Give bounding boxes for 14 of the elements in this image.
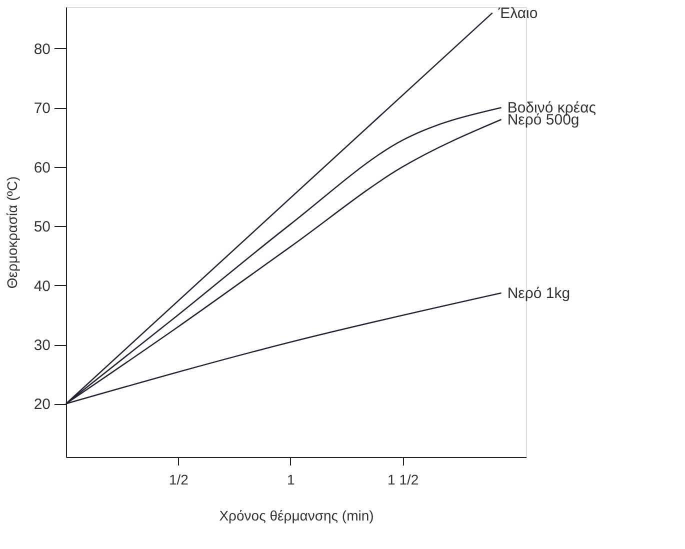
x-tick-label: 1 1/2	[388, 472, 419, 488]
x-axis-title: Χρόνος θέρμανσης (min)	[219, 508, 374, 524]
series-label: Νερό 1kg	[507, 284, 570, 302]
series-label: Έλαιο	[497, 4, 538, 22]
y-tick-label: 30	[34, 337, 50, 354]
y-tick-label: 20	[34, 396, 50, 414]
y-tick-label: 40	[34, 278, 50, 295]
y-tick-label: 60	[34, 159, 50, 176]
x-tick-label: 1/2	[168, 472, 189, 488]
y-tick-label: 50	[34, 218, 50, 236]
y-tick-label: 80	[34, 40, 50, 58]
x-tick-label: 1	[286, 472, 295, 488]
y-tick-label: 70	[34, 100, 50, 118]
y-axis-title: Θερμοκρασία (ºC)	[4, 176, 20, 289]
